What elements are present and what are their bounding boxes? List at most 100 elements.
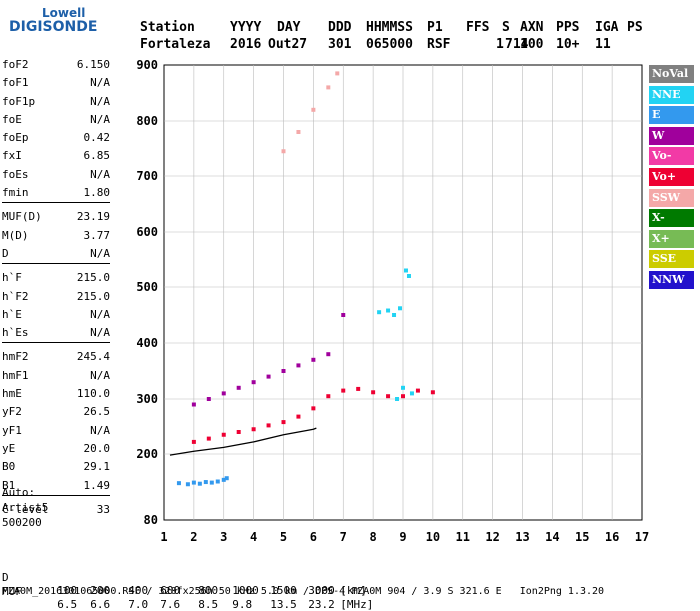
- param-name: h`F: [2, 271, 22, 285]
- d_values-3: 600: [160, 584, 181, 597]
- param-name: foE: [2, 112, 22, 126]
- header-value-10: 11: [595, 37, 611, 52]
- auto-line: 500200: [2, 516, 42, 529]
- param-value: N/A: [90, 368, 110, 382]
- param-name: h`F2: [2, 289, 29, 303]
- param-name: yF2: [2, 405, 22, 419]
- echo-point-nne: [409, 391, 414, 396]
- param-row: fmin 1.80: [2, 184, 110, 202]
- param-value: 26.5: [83, 405, 111, 419]
- header-label-9: PPS: [556, 20, 580, 35]
- echo-point-w: [341, 313, 346, 317]
- param-value: 245.4: [76, 350, 110, 364]
- echo-point-nne: [406, 274, 411, 278]
- param-row: C-level 33: [2, 501, 110, 519]
- echo-point-vo: [206, 436, 211, 441]
- d_values-4: 800: [198, 584, 219, 597]
- echo-point-w: [326, 352, 331, 357]
- auto-line: Auto:: [2, 486, 36, 499]
- x-tick-label: 3: [220, 530, 227, 544]
- muf-label: MUF: [2, 585, 22, 598]
- param-value: 20.0: [83, 441, 111, 455]
- param-value: 1.80: [83, 186, 111, 200]
- echo-point-vo: [311, 406, 316, 411]
- param-value: 6.85: [83, 149, 111, 163]
- y-tick-label: 80: [144, 513, 158, 527]
- param-value: N/A: [90, 307, 110, 321]
- echo-point-w: [236, 385, 241, 390]
- x-tick-label: 1: [160, 530, 167, 544]
- echo-point-w: [191, 402, 196, 407]
- param-row: foEp 0.42: [2, 129, 110, 147]
- header-label-8: AXN: [520, 20, 544, 35]
- legend-item-vo: Vo+: [649, 167, 694, 186]
- param-value: N/A: [90, 246, 110, 260]
- profile-trace: [169, 427, 317, 456]
- param-value: 23.19: [76, 210, 110, 224]
- x-tick-label: 8: [370, 530, 377, 544]
- echo-point-vo: [386, 394, 391, 399]
- echo-point-nne: [392, 313, 397, 317]
- param-row: foF2 6.150: [2, 56, 110, 74]
- param-value: N/A: [90, 167, 110, 181]
- param-row: D N/A: [2, 245, 110, 263]
- param-name: B1: [2, 478, 16, 492]
- echo-point-nne: [403, 268, 408, 273]
- file-info: FZA0M_2016301065000.RSF / 320fx256h 50 k…: [2, 586, 605, 597]
- echo-point-e: [203, 480, 208, 485]
- x-tick-label: 15: [575, 530, 589, 544]
- y-tick-label: 300: [136, 392, 158, 406]
- param-value: 29.1: [83, 460, 111, 474]
- echo-point-vo: [341, 388, 346, 393]
- echo-point-ssw: [326, 85, 331, 90]
- echo-point-e: [185, 482, 190, 487]
- param-row: yF1 N/A: [2, 422, 110, 440]
- x-tick-label: 5: [280, 530, 287, 544]
- echo-point-nne: [395, 397, 400, 401]
- param-value: N/A: [90, 326, 110, 340]
- echo-point-vo: [251, 427, 256, 432]
- header-label-1: YYYY: [230, 20, 262, 35]
- param-name: yE: [2, 441, 16, 455]
- param-value: 215.0: [76, 271, 110, 285]
- param-value: N/A: [90, 94, 110, 108]
- echo-point-ssw: [296, 130, 301, 134]
- x-tick-label: 12: [485, 530, 499, 544]
- header-label-11: PS: [627, 20, 643, 35]
- param-name: foF1p: [2, 94, 36, 108]
- header-value-6: 1: [496, 37, 504, 52]
- echo-point-vo: [430, 390, 435, 395]
- y-tick-label: 800: [136, 114, 158, 128]
- echo-point-vo: [191, 439, 196, 444]
- param-name: D: [2, 246, 9, 260]
- logo-lowell: Lowell: [42, 6, 86, 20]
- x-tick-label: 6: [310, 530, 317, 544]
- param-value: 0.42: [83, 131, 111, 145]
- param-divider: [2, 494, 110, 496]
- param-row: yE 20.0: [2, 440, 110, 458]
- echo-point-w: [281, 369, 286, 373]
- param-value: N/A: [90, 76, 110, 90]
- param-row: foE N/A: [2, 111, 110, 129]
- echo-point-vo: [281, 420, 286, 425]
- param-value: 33: [96, 502, 110, 516]
- echo-point-w: [206, 397, 211, 401]
- legend-item-sse: SSE: [649, 250, 694, 269]
- param-value: N/A: [90, 112, 110, 126]
- y-tick-label: 500: [136, 280, 158, 294]
- header-label-0: Station: [140, 20, 195, 35]
- x-tick-label: 2: [190, 530, 197, 544]
- echo-point-vo: [326, 394, 331, 399]
- echo-point-e: [209, 480, 214, 485]
- x-tick-label: 14: [545, 530, 559, 544]
- echo-point-ssw: [281, 149, 286, 154]
- param-name: h`E: [2, 307, 22, 321]
- param-row: M(D) 3.77: [2, 227, 110, 245]
- echo-point-nne: [386, 308, 391, 313]
- distance-row: D 100 200 400 600 800 1000 1500 3000 [km]: [2, 558, 367, 597]
- header-value-9: 10+: [556, 37, 580, 52]
- legend-item-e: E: [649, 106, 694, 125]
- param-value: 110.0: [76, 387, 110, 401]
- header-label-7: S: [502, 20, 510, 35]
- header-value-0: Fortaleza: [140, 37, 211, 52]
